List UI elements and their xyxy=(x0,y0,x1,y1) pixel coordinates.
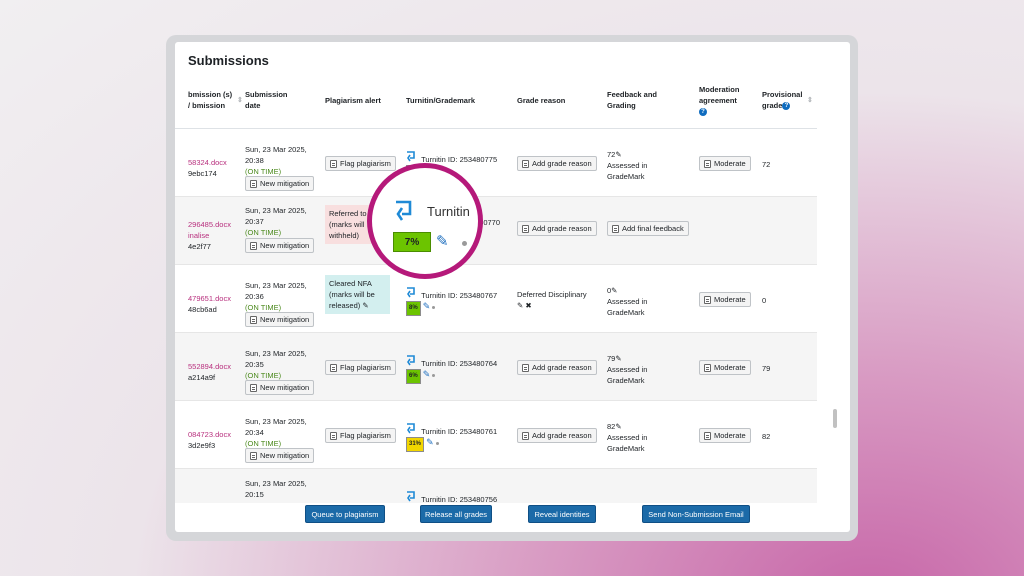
document-icon xyxy=(522,224,529,233)
document-icon xyxy=(330,159,337,168)
add-grade-reason-button[interactable]: Add grade reason xyxy=(517,156,597,171)
turnitin-icon[interactable] xyxy=(406,355,415,366)
help-icon[interactable]: ? xyxy=(699,107,707,116)
release-all-grades-button[interactable]: Release all grades xyxy=(420,505,492,523)
turnitin-icon[interactable] xyxy=(406,491,415,502)
document-icon xyxy=(250,179,257,188)
table-row: 552894.docx a214a9f Sun, 23 Mar 2025, 20:3… xyxy=(175,333,817,401)
file-link[interactable]: 296485.docx xyxy=(188,220,231,229)
table-row: 296485.docx inalise 4e2f77 Sun, 23 Mar 202… xyxy=(175,197,817,265)
turnitin-icon xyxy=(394,200,412,227)
file-link[interactable]: 479651.docx xyxy=(188,294,231,303)
submissions-panel: Submissions bmission (s) / bmission ⇕ Sub… xyxy=(175,42,850,532)
add-grade-reason-button[interactable]: Add grade reason xyxy=(517,360,597,375)
moderate-button[interactable]: Moderate xyxy=(699,428,751,443)
flag-plagiarism-button[interactable]: Flag plagiarism xyxy=(325,156,396,171)
new-mitigation-button[interactable]: New mitigation xyxy=(245,238,315,253)
reveal-identities-button[interactable]: Reveal identities xyxy=(528,505,596,523)
table-header: bmission (s) / bmission ⇕ Submission date… xyxy=(175,71,817,129)
document-icon xyxy=(612,224,619,233)
turnitin-icon[interactable] xyxy=(406,423,415,434)
document-icon xyxy=(704,431,711,440)
magnified-similarity-score: 7% xyxy=(393,232,431,252)
new-mitigation-button[interactable]: New mitigation xyxy=(245,312,315,327)
new-mitigation-button[interactable]: New mitigation xyxy=(245,448,315,463)
add-grade-reason-button[interactable]: Add grade reason xyxy=(517,221,597,236)
edit-pencil-icon[interactable]: ✎ xyxy=(615,150,622,159)
table-row: 58324.docx 9ebc174 Sun, 23 Mar 2025, 20:38… xyxy=(175,129,817,197)
col-moderation[interactable]: Moderation agreement ? xyxy=(699,84,740,116)
document-icon xyxy=(522,159,529,168)
add-grade-reason-button[interactable]: Add grade reason xyxy=(517,428,597,443)
turnitin-icon[interactable] xyxy=(406,151,415,162)
provisional-grade: 82 xyxy=(762,432,771,441)
provisional-grade: 72 xyxy=(762,160,771,169)
document-icon xyxy=(250,315,257,324)
plagiarism-alert: Cleared NFA (marks will be released) ✎ xyxy=(325,275,390,314)
table-row: 084723.docx 3d2e9f3 Sun, 23 Mar 2025, 20:3… xyxy=(175,401,817,469)
similarity-score[interactable]: 31% xyxy=(406,437,425,452)
delete-x-icon[interactable]: ✖ xyxy=(525,301,532,310)
status-dot-icon xyxy=(435,441,439,445)
similarity-score[interactable]: 8% xyxy=(406,301,421,316)
help-icon[interactable]: ? xyxy=(782,102,791,111)
new-mitigation-button[interactable]: New mitigation xyxy=(245,176,315,191)
document-icon xyxy=(704,159,711,168)
document-icon xyxy=(330,431,337,440)
provisional-grade: 0 xyxy=(762,296,767,305)
col-plagiarism[interactable]: Plagiarism alert xyxy=(325,95,381,105)
document-icon xyxy=(704,363,711,372)
document-icon xyxy=(330,363,337,372)
edit-pencil-icon[interactable]: ✎ xyxy=(362,301,369,310)
file-link[interactable]: 58324.docx xyxy=(188,158,227,167)
page-title: Submissions xyxy=(188,53,269,68)
document-icon xyxy=(250,241,257,250)
moderate-button[interactable]: Moderate xyxy=(699,156,751,171)
flag-plagiarism-button[interactable]: Flag plagiarism xyxy=(325,428,396,443)
send-non-submission-email-button[interactable]: Send Non-Submission Email xyxy=(642,505,750,523)
provisional-grade: 79 xyxy=(762,364,771,373)
scrollbar[interactable] xyxy=(833,409,837,428)
col-provisional[interactable]: Provisional grade? ⇕ xyxy=(762,90,813,111)
col-grade-reason[interactable]: Grade reason xyxy=(517,95,566,105)
edit-pencil-icon[interactable]: ✎ xyxy=(615,354,622,363)
moderate-button[interactable]: Moderate xyxy=(699,360,751,375)
edit-pencil-icon[interactable]: ✎ xyxy=(611,286,618,295)
flag-plagiarism-button[interactable]: Flag plagiarism xyxy=(325,360,396,375)
edit-pencil-icon[interactable]: ✎ xyxy=(517,301,524,310)
magnifier-label: Turnitin xyxy=(427,204,470,219)
edit-pencil-icon[interactable]: ✎ xyxy=(615,422,622,431)
col-feedback[interactable]: Feedback and Grading xyxy=(607,90,658,110)
file-link[interactable]: 084723.docx xyxy=(188,430,231,439)
col-turnitin[interactable]: Turnitin/Grademark xyxy=(406,95,476,105)
edit-pencil-icon: ✎ xyxy=(436,233,449,250)
document-icon xyxy=(522,363,529,372)
edit-pencil-icon[interactable]: ✎ xyxy=(426,437,434,447)
zoom-magnifier: Turnitin 7% ✎ xyxy=(367,163,483,279)
turnitin-icon[interactable] xyxy=(406,287,415,298)
edit-pencil-icon[interactable]: ✎ xyxy=(422,301,431,311)
moderate-button[interactable]: Moderate xyxy=(699,292,751,307)
status-dot-icon xyxy=(432,373,436,377)
document-icon xyxy=(250,383,257,392)
edit-pencil-icon[interactable]: ✎ xyxy=(422,369,431,379)
document-icon xyxy=(522,431,529,440)
similarity-score[interactable]: 6% xyxy=(406,369,421,384)
document-icon xyxy=(704,295,711,304)
submissions-table: bmission (s) / bmission ⇕ Submission date… xyxy=(175,71,817,503)
status-dot-icon xyxy=(432,305,436,309)
col-date[interactable]: Submission date xyxy=(245,90,288,110)
file-link[interactable]: 552894.docx xyxy=(188,362,231,371)
queue-to-plagiarism-button[interactable]: Queue to plagiarism xyxy=(305,505,385,523)
status-dot-icon xyxy=(462,241,467,246)
table-row: Sun, 23 Mar 2025, 20:15 Turnitin ID: 2534… xyxy=(175,469,817,503)
col-submission[interactable]: bmission (s) / bmission ⇕ xyxy=(188,90,243,110)
table-row: 479651.docx 48cb6ad Sun, 23 Mar 2025, 20:3… xyxy=(175,265,817,333)
new-mitigation-button[interactable]: New mitigation xyxy=(245,380,315,395)
add-final-feedback-button[interactable]: Add final feedback xyxy=(607,221,689,236)
document-icon xyxy=(250,451,257,460)
